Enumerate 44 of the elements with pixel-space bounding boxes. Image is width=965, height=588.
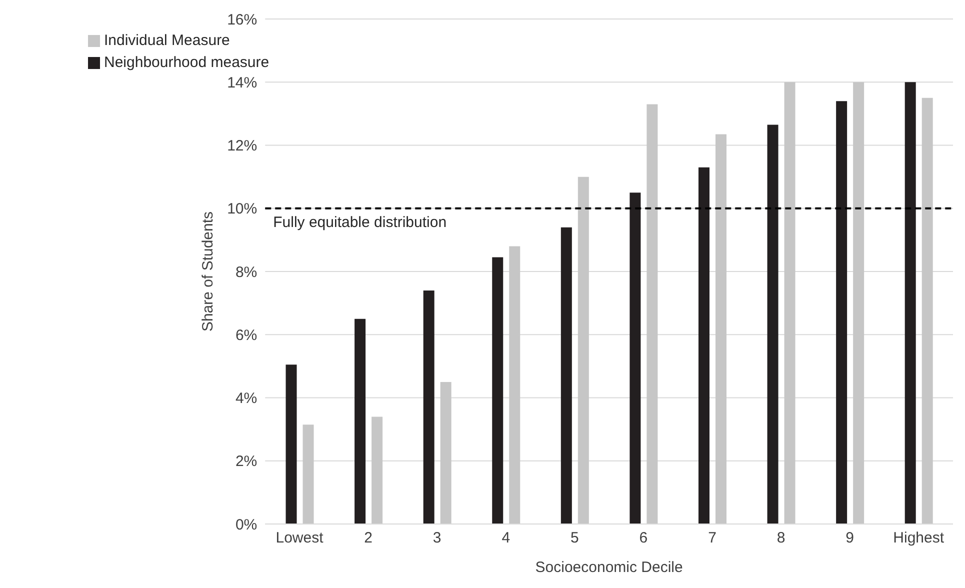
bar xyxy=(492,257,504,524)
bar xyxy=(509,246,520,524)
bar xyxy=(836,101,848,524)
x-tick-label: 5 xyxy=(570,530,579,547)
y-tick-label: 4% xyxy=(235,390,258,408)
bar xyxy=(578,176,589,524)
y-axis-title: Share of Students xyxy=(199,211,216,332)
bar xyxy=(560,227,572,524)
x-tick-label: 2 xyxy=(364,530,372,547)
y-tick-label: 14% xyxy=(227,74,258,92)
x-tick-label: 4 xyxy=(502,530,510,547)
bar xyxy=(372,416,383,524)
bar xyxy=(302,424,314,524)
bar xyxy=(784,82,796,524)
x-tick-label: 3 xyxy=(432,530,442,547)
x-tick-label: 9 xyxy=(846,530,854,547)
bar xyxy=(440,382,452,524)
y-tick-label: 0% xyxy=(235,516,258,534)
bar xyxy=(904,82,916,524)
bar xyxy=(698,167,710,524)
x-tick-label: Highest xyxy=(893,530,945,547)
x-tick-label: 8 xyxy=(776,530,786,547)
y-tick-label: 2% xyxy=(235,453,258,470)
y-tick-label: 10% xyxy=(227,200,258,218)
x-axis-title: Socioeconomic Decile xyxy=(535,559,683,576)
y-tick-label: 12% xyxy=(227,138,258,155)
bar xyxy=(646,104,658,524)
bar xyxy=(922,98,933,524)
y-tick-label: 16% xyxy=(227,11,258,28)
ref-line-label: Fully equitable distribution xyxy=(273,214,447,232)
x-tick-label: 6 xyxy=(639,530,648,547)
legend-label: Individual Measure xyxy=(104,32,230,49)
x-tick-label: Lowest xyxy=(276,530,324,547)
bar xyxy=(354,318,366,524)
y-tick-label: 8% xyxy=(235,264,258,281)
bar xyxy=(630,192,641,524)
bar xyxy=(767,124,778,524)
y-tick-label: 6% xyxy=(235,326,258,344)
bar xyxy=(853,82,864,524)
bar xyxy=(286,364,297,524)
bar xyxy=(715,134,726,524)
bar xyxy=(423,290,434,524)
legend-label: Neighbourhood measure xyxy=(104,54,270,71)
x-tick-label: 7 xyxy=(708,530,716,547)
